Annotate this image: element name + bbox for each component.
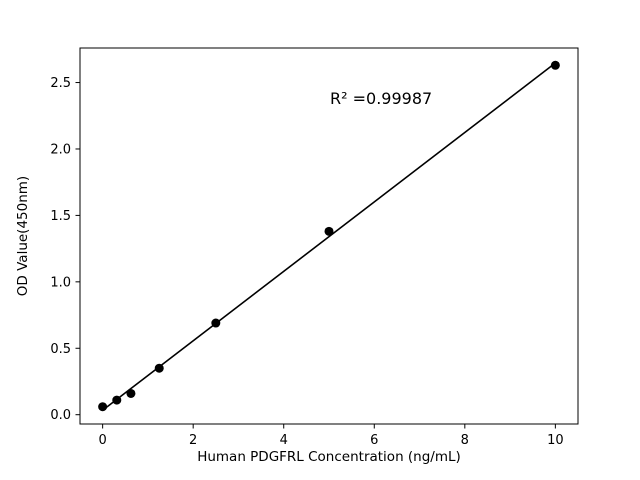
data-point <box>126 388 136 398</box>
y-axis-tick-label: 1.5 <box>50 209 71 224</box>
data-point <box>154 363 164 373</box>
x-axis-tick-label: 6 <box>370 433 378 448</box>
data-point <box>324 226 334 236</box>
r-squared-annotation: R² =0.99987 <box>330 89 432 108</box>
data-point <box>112 395 122 405</box>
data-point <box>98 402 108 412</box>
data-point <box>211 318 221 328</box>
y-axis-label: OD Value(450nm) <box>15 176 31 296</box>
x-axis-tick-label: 10 <box>547 433 564 448</box>
y-axis-tick-label: 0.5 <box>50 342 71 357</box>
y-axis-tick-label: 1.0 <box>50 275 71 290</box>
x-axis-tick-label: 4 <box>280 433 288 448</box>
x-axis-tick-label: 2 <box>189 433 197 448</box>
plot-area: 0 2 4 6 8 10 0.0 0.5 1.0 1.5 2.0 2.5 <box>50 47 579 448</box>
y-axis-tick-label: 0.0 <box>50 408 71 423</box>
data-point <box>550 60 560 70</box>
y-axis-tick-label: 2.5 <box>50 76 71 91</box>
x-axis-tick-label: 0 <box>98 433 106 448</box>
x-axis-label: Human PDGFRL Concentration (ng/mL) <box>197 449 461 465</box>
y-axis-tick-label: 2.0 <box>50 142 71 157</box>
x-axis-tick-label: 8 <box>461 433 469 448</box>
fit-line <box>102 62 556 411</box>
